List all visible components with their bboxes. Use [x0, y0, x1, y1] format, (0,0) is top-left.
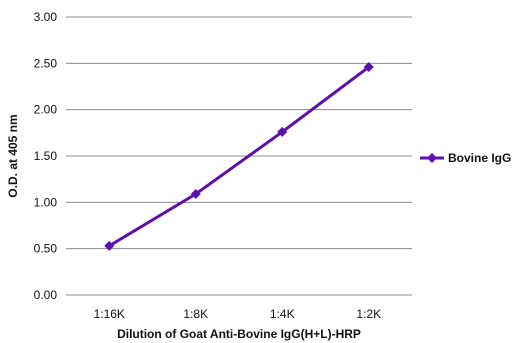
data-point [363, 62, 374, 73]
x-tick-label: 1:4K [270, 307, 295, 321]
legend-marker [427, 153, 437, 163]
grid-lines [66, 16, 412, 250]
series-layer [104, 62, 374, 251]
y-tick-label: 2.00 [34, 103, 58, 117]
y-tick-label: 0.00 [34, 288, 58, 302]
x-tick-label: 1:8K [183, 307, 208, 321]
series-line [108, 65, 370, 248]
x-axis-ticks: 1:16K 1:8K 1:4K 1:2K [94, 307, 382, 321]
y-tick-label: 2.50 [34, 56, 58, 70]
data-point [104, 240, 115, 251]
legend-label: Bovine IgG [448, 151, 511, 165]
y-tick-label: 3.00 [34, 10, 58, 24]
y-axis-title: O.D. at 405 nm [6, 114, 20, 197]
y-tick-label: 0.50 [34, 242, 58, 256]
x-tick-label: 1:2K [356, 307, 381, 321]
y-axis-ticks: 0.00 0.50 1.00 1.50 2.00 2.50 3.00 [34, 10, 58, 302]
x-tick-label: 1:16K [94, 307, 125, 321]
x-axis-title: Dilution of Goat Anti-Bovine IgG(H+L)-HR… [117, 327, 361, 341]
y-tick-label: 1.00 [34, 195, 58, 209]
y-tick-label: 1.50 [34, 149, 58, 163]
data-point [190, 188, 201, 199]
legend: Bovine IgG [420, 151, 511, 165]
data-point [277, 126, 288, 137]
